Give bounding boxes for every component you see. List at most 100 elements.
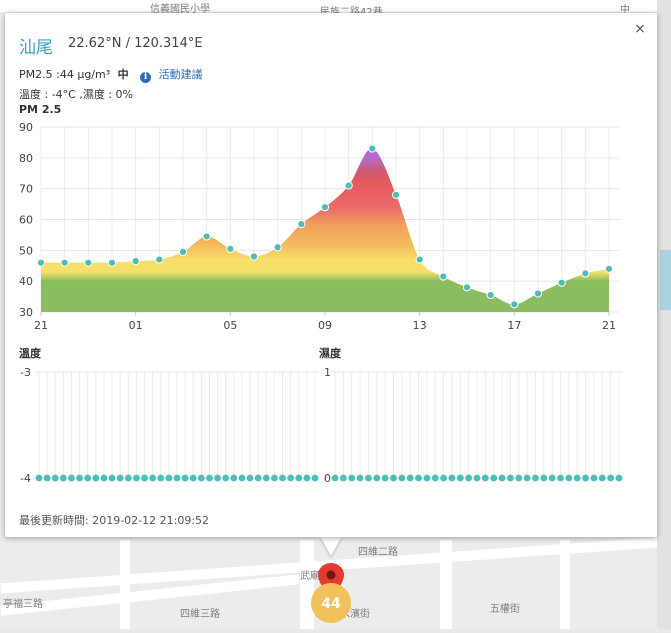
chart-point[interactable] xyxy=(149,474,157,482)
chart-point[interactable] xyxy=(331,474,339,482)
chart-point[interactable] xyxy=(573,474,581,482)
pm25-point[interactable] xyxy=(581,269,590,278)
chart-point[interactable] xyxy=(84,474,92,482)
chart-point[interactable] xyxy=(356,474,364,482)
chart-point[interactable] xyxy=(507,474,514,482)
chart-point[interactable] xyxy=(271,474,278,482)
chart-point[interactable] xyxy=(222,474,230,482)
chart-point[interactable] xyxy=(448,474,456,482)
chart-point[interactable] xyxy=(246,474,254,482)
pm25-point[interactable] xyxy=(226,244,235,253)
chart-point[interactable] xyxy=(287,474,295,482)
pm25-point[interactable] xyxy=(320,203,330,212)
chart-point[interactable] xyxy=(181,474,189,482)
pm25-point[interactable] xyxy=(368,144,377,153)
pm25-point[interactable] xyxy=(60,258,69,267)
chart-point[interactable] xyxy=(189,474,197,482)
pm25-point[interactable] xyxy=(202,232,211,241)
chart-point[interactable] xyxy=(456,474,464,482)
chart-point[interactable] xyxy=(51,474,59,482)
chart-point[interactable] xyxy=(365,474,372,482)
chart-point[interactable] xyxy=(406,474,414,482)
pm25-point[interactable] xyxy=(510,300,519,309)
chart-point[interactable] xyxy=(465,474,473,482)
chart-point[interactable] xyxy=(133,474,140,482)
pm25-point[interactable] xyxy=(36,258,46,267)
chart-point[interactable] xyxy=(415,474,422,482)
chart-point[interactable] xyxy=(116,474,124,482)
pm25-point[interactable] xyxy=(178,247,188,256)
pm25-point[interactable] xyxy=(604,264,614,273)
chart-point[interactable] xyxy=(440,474,447,482)
chart-point[interactable] xyxy=(254,474,262,482)
info-icon[interactable]: i xyxy=(140,72,152,83)
chart-point[interactable] xyxy=(230,474,238,482)
pm25-point[interactable] xyxy=(439,272,448,281)
chart-point[interactable] xyxy=(582,474,589,482)
chart-point[interactable] xyxy=(473,474,481,482)
chart-point[interactable] xyxy=(523,474,531,482)
pm25-point[interactable] xyxy=(391,190,401,199)
chart-point[interactable] xyxy=(197,474,205,482)
activity-advice-link[interactable]: 活動建議 xyxy=(158,68,203,81)
chart-point[interactable] xyxy=(557,474,564,482)
chart-point[interactable] xyxy=(590,474,598,482)
pm25-point[interactable] xyxy=(557,278,566,287)
chart-point[interactable] xyxy=(615,474,623,482)
chart-point[interactable] xyxy=(35,474,43,482)
chart-point[interactable] xyxy=(390,474,397,482)
pm25-point[interactable] xyxy=(415,255,424,264)
pm25-point[interactable] xyxy=(84,258,93,267)
chart-point[interactable] xyxy=(515,474,523,482)
chart-point[interactable] xyxy=(214,474,221,482)
pm25-x-axis: 21 01 05 09 13 17 21 xyxy=(34,312,616,332)
chart-point[interactable] xyxy=(279,474,286,482)
chart-point[interactable] xyxy=(548,474,556,482)
chart-point[interactable] xyxy=(165,474,173,482)
chart-point[interactable] xyxy=(381,474,389,482)
pm25-point[interactable] xyxy=(486,290,495,300)
chart-point[interactable] xyxy=(423,474,431,482)
pm25-point[interactable] xyxy=(297,220,306,229)
chart-point[interactable] xyxy=(498,474,506,482)
chart-point[interactable] xyxy=(481,474,489,482)
chart-point[interactable] xyxy=(262,474,270,482)
chart-point[interactable] xyxy=(565,474,573,482)
chart-point[interactable] xyxy=(100,474,108,482)
chart-point[interactable] xyxy=(607,474,615,482)
chart-point[interactable] xyxy=(295,474,303,482)
chart-point[interactable] xyxy=(92,474,100,482)
chart-point[interactable] xyxy=(303,474,311,482)
chart-point[interactable] xyxy=(398,474,406,482)
chart-point[interactable] xyxy=(68,474,75,482)
pm25-point[interactable] xyxy=(155,255,164,264)
pm25-point[interactable] xyxy=(249,252,259,261)
chart-point[interactable] xyxy=(173,474,181,482)
chart-point[interactable] xyxy=(339,474,347,482)
pm25-point[interactable] xyxy=(344,181,353,190)
chart-point[interactable] xyxy=(43,474,51,482)
chart-point[interactable] xyxy=(532,474,539,482)
pm25-point[interactable] xyxy=(273,243,282,252)
chart-point[interactable] xyxy=(157,474,165,482)
chart-point[interactable] xyxy=(431,474,439,482)
chart-point[interactable] xyxy=(59,474,67,482)
chart-point[interactable] xyxy=(108,474,116,482)
pm25-point[interactable] xyxy=(131,257,140,266)
chart-point[interactable] xyxy=(141,474,148,482)
chart-point[interactable] xyxy=(598,474,606,482)
chart-point[interactable] xyxy=(124,474,132,482)
chart-point[interactable] xyxy=(373,474,381,482)
chart-point[interactable] xyxy=(540,474,548,482)
chart-point[interactable] xyxy=(206,474,213,482)
close-button[interactable]: × xyxy=(634,21,646,37)
pm25-point[interactable] xyxy=(462,283,472,292)
pm25-point[interactable] xyxy=(107,258,117,267)
chart-point[interactable] xyxy=(76,474,83,482)
pm25-point[interactable] xyxy=(533,289,543,298)
chart-point[interactable] xyxy=(490,474,498,482)
chart-point[interactable] xyxy=(311,474,319,482)
chart-point[interactable] xyxy=(238,474,246,482)
chart-point[interactable] xyxy=(348,474,356,482)
pm25-marker[interactable]: 44 xyxy=(311,583,351,623)
